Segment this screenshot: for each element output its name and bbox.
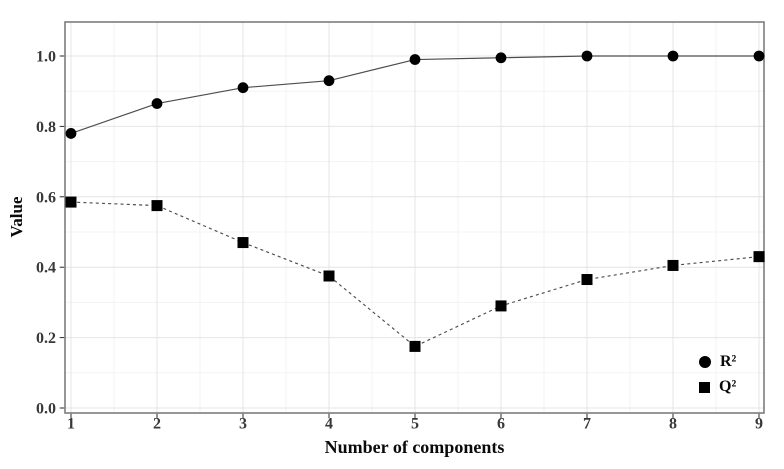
x-tick-label: 4	[325, 416, 333, 433]
y-tick-label: 0.2	[36, 330, 56, 347]
x-tick-label: 9	[755, 416, 763, 433]
y-tick-label: 1.0	[36, 49, 56, 66]
r2-circle-marker-icon	[699, 356, 711, 368]
data-point-r2	[753, 50, 765, 62]
y-tick-label: 0.0	[36, 401, 56, 418]
x-tick-label: 6	[497, 416, 505, 433]
y-tick-labels: 0.0 0.2 0.4 0.6 0.8 1.0	[36, 49, 56, 418]
data-point-r2	[323, 75, 335, 87]
data-point-r2	[581, 50, 593, 62]
legend-item-r2: R²	[699, 350, 736, 374]
y-tick-label: 0.6	[36, 189, 56, 206]
x-tick-label: 7	[583, 416, 591, 433]
x-tick-labels: 1 2 3 4 5 6 7 8 9	[67, 416, 763, 433]
legend: R² Q²	[699, 350, 736, 399]
data-point-r2	[65, 128, 77, 139]
panel-border	[64, 21, 765, 414]
data-point-r2	[495, 52, 507, 64]
q2-square-marker-icon	[699, 381, 710, 393]
data-point-q2	[237, 237, 249, 249]
x-axis-title: Number of components	[324, 437, 505, 457]
data-point-q2	[323, 270, 335, 282]
data-point-r2	[667, 50, 679, 62]
data-point-q2	[581, 274, 593, 286]
x-tick-label: 2	[153, 416, 161, 433]
data-point-q2	[753, 251, 765, 263]
legend-item-q2: Q²	[699, 375, 736, 399]
x-tick-label: 1	[67, 416, 75, 433]
x-tick-label: 8	[669, 416, 677, 433]
data-point-q2	[495, 300, 507, 312]
y-tick-label: 0.8	[36, 119, 56, 136]
y-tick-label: 0.4	[36, 260, 56, 277]
legend-label-q2: Q²	[719, 378, 737, 395]
y-axis-title: Value	[7, 196, 26, 238]
data-point-r2	[409, 54, 421, 65]
x-tick-label: 5	[411, 416, 419, 433]
data-point-q2	[667, 259, 679, 271]
legend-label-r2: R²	[720, 353, 737, 370]
x-tick-label: 3	[239, 416, 247, 433]
series-points	[65, 50, 765, 352]
data-point-q2	[65, 196, 77, 208]
data-point-q2	[409, 340, 421, 352]
grid-major	[65, 22, 764, 413]
data-point-r2	[151, 98, 163, 109]
axis-tick-marks	[59, 55, 760, 419]
data-point-q2	[151, 200, 163, 212]
data-point-r2	[237, 82, 249, 94]
